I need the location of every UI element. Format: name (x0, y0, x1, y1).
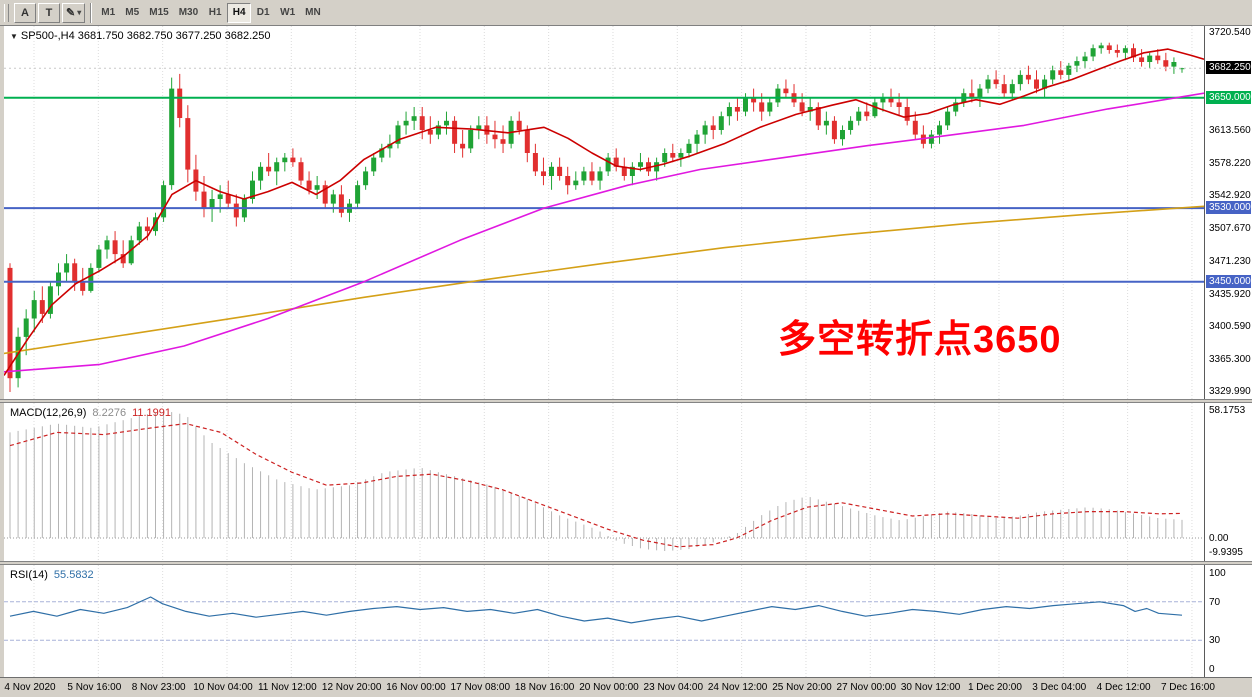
top-toolbar: A T ✎ ▾ M1 M5 M15 M30 H1 H4 D1 W1 MN (0, 0, 1252, 26)
price-axis-label: 3365.300 (1209, 354, 1251, 365)
timeframe-buttons: M1 M5 M15 M30 H1 H4 D1 W1 MN (96, 2, 325, 23)
price-axis-label: 3613.560 (1209, 125, 1251, 136)
macd-signal-value: 11.1991 (132, 407, 172, 419)
time-axis-label: 17 Nov 08:00 (450, 682, 511, 693)
panel-splitter[interactable] (0, 561, 1252, 565)
rsi-name: RSI(14) (10, 569, 48, 581)
timeframe-button-mn[interactable]: MN (305, 7, 321, 18)
time-axis-label: 20 Nov 00:00 (579, 682, 639, 693)
time-axis-label: 7 Dec 16:00 (1160, 682, 1215, 693)
price-axis-label: 3542.920 (1209, 190, 1251, 201)
time-axis-label: 4 Nov 2020 (4, 682, 56, 693)
chevron-down-icon[interactable]: ▾ (77, 8, 82, 17)
text-label-tool-button[interactable]: T (38, 2, 60, 23)
time-axis-label: 11 Nov 12:00 (257, 682, 317, 693)
collapse-arrow-icon[interactable]: ▼ (10, 32, 18, 41)
price-axis-label: 3507.670 (1209, 223, 1251, 234)
price-axis-label: 3578.220 (1209, 158, 1251, 169)
timeframe-button-w1[interactable]: W1 (280, 7, 296, 18)
toolbar-drag-handle[interactable] (4, 3, 9, 22)
rsi-indicator-panel[interactable]: RSI(14) 55.5832 (4, 565, 1204, 677)
timeframe-button-m30[interactable]: M30 (178, 7, 199, 18)
macd-name: MACD(12,26,9) (10, 407, 87, 419)
price-axis-label: 3400.590 (1209, 321, 1251, 332)
price-axis-label: 3435.920 (1209, 289, 1251, 300)
price-axis-label: 3720.540 (1209, 27, 1251, 38)
chart-title: ▼ SP500-,H4 3681.750 3682.750 3677.250 36… (10, 30, 271, 42)
price-axis-label: 3471.230 (1209, 256, 1251, 267)
panel-splitter[interactable] (0, 399, 1252, 403)
time-axis-label: 23 Nov 04:00 (643, 682, 704, 693)
price-chart-canvas[interactable] (4, 26, 1204, 399)
chart-text-annotation[interactable]: 多空转折点3650 (778, 319, 1062, 361)
timeframe-button-m1[interactable]: M1 (101, 7, 116, 18)
rsi-axis-label: 70 (1209, 597, 1221, 608)
time-axis-label: 3 Dec 04:00 (1032, 682, 1087, 693)
time-axis-label: 8 Nov 23:00 (131, 682, 186, 693)
arrow-tool-button[interactable]: A (14, 2, 36, 23)
time-axis-label: 5 Nov 16:00 (67, 682, 122, 693)
time-axis-label: 27 Nov 00:00 (836, 682, 897, 693)
ohlc-values: 3681.750 3682.750 3677.250 3682.250 (77, 30, 271, 42)
current-price-badge: 3682.250 (1206, 61, 1251, 74)
hline-price-badge: 3650.000 (1206, 91, 1251, 104)
time-axis-label: 25 Nov 20:00 (772, 682, 832, 693)
rsi-value: 55.5832 (53, 569, 94, 581)
time-axis-label: 18 Nov 16:00 (514, 682, 575, 693)
time-axis[interactable]: 4 Nov 2020 5 Nov 16:00 8 Nov 23:00 10 Nov 0… (0, 677, 1252, 697)
timeframe-button-d1[interactable]: D1 (256, 7, 270, 18)
hline-price-badge: 3530.000 (1206, 201, 1251, 214)
macd-main-value: 8.2276 (92, 407, 127, 419)
price-chart-panel[interactable]: ▼ SP500-,H4 3681.750 3682.750 3677.250 36… (4, 26, 1204, 399)
rsi-axis-label: 0 (1209, 664, 1215, 675)
symbol-period-label: SP500-,H4 (20, 30, 75, 42)
time-axis-label: 1 Dec 20:00 (967, 682, 1022, 693)
timeframe-button-h1[interactable]: H1 (208, 7, 222, 18)
macd-indicator-panel[interactable]: MACD(12,26,9) 8.2276 11.1991 (4, 403, 1204, 561)
price-axis[interactable]: 3720.540 3682.250 3650.000 3613.560 3578.220… (1204, 26, 1252, 677)
timeframe-button-m5[interactable]: M5 (125, 7, 140, 18)
price-axis-label: 3329.990 (1209, 386, 1251, 397)
timeframe-button-m15[interactable]: M15 (149, 7, 169, 18)
macd-axis-label: 58.1753 (1209, 405, 1246, 416)
time-axis-label: 30 Nov 12:00 (900, 682, 961, 693)
rsi-axis-label: 30 (1209, 635, 1221, 646)
macd-axis-label: 0.00 (1209, 533, 1229, 544)
hline-price-badge: 3450.000 (1206, 275, 1251, 288)
time-axis-label: 4 Dec 12:00 (1096, 682, 1151, 693)
rsi-label: RSI(14) 55.5832 (10, 569, 94, 581)
macd-canvas[interactable] (4, 403, 1204, 561)
macd-label: MACD(12,26,9) 8.2276 11.1991 (10, 407, 171, 419)
time-axis-label: 10 Nov 04:00 (193, 682, 253, 693)
crayon-draw-tool-button[interactable]: ✎ ▾ (62, 2, 86, 23)
time-axis-label: 12 Nov 20:00 (321, 682, 382, 693)
toolbar-separator (90, 2, 93, 23)
time-axis-label: 24 Nov 12:00 (707, 682, 768, 693)
rsi-canvas[interactable] (4, 565, 1204, 677)
rsi-axis-label: 100 (1209, 568, 1226, 579)
chart-tool-buttons: A T ✎ ▾ (13, 2, 86, 23)
time-axis-label: 16 Nov 00:00 (386, 682, 446, 693)
timeframe-button-h4[interactable]: H4 (227, 2, 252, 23)
macd-axis-label: -9.9395 (1209, 547, 1243, 558)
